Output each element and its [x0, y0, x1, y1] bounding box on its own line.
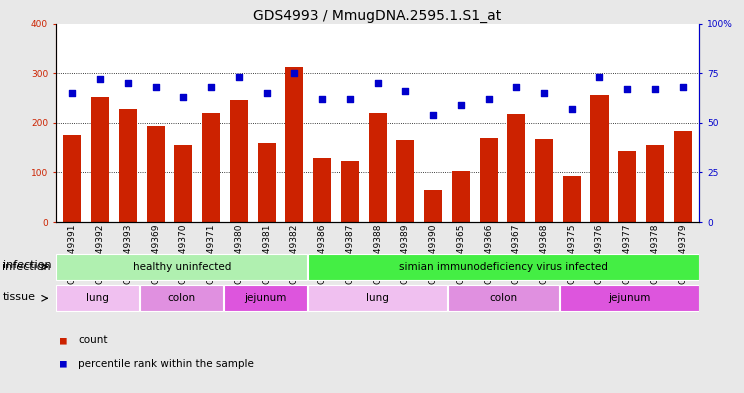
Bar — [286, 67, 304, 222]
Text: ■: ■ — [60, 358, 66, 369]
Point — [344, 96, 356, 102]
Bar — [674, 131, 692, 222]
Text: colon: colon — [167, 293, 196, 303]
Bar — [257, 143, 275, 222]
Bar — [368, 113, 387, 222]
Bar — [452, 171, 469, 222]
Point — [483, 96, 495, 102]
Bar — [341, 160, 359, 222]
Text: infection: infection — [3, 261, 51, 270]
Point — [538, 90, 550, 96]
Text: lung: lung — [366, 293, 389, 303]
Point — [233, 74, 245, 80]
Text: count: count — [78, 335, 108, 345]
Text: percentile rank within the sample: percentile rank within the sample — [78, 358, 254, 369]
Bar — [646, 145, 664, 222]
Point — [372, 80, 384, 86]
Bar — [507, 114, 525, 222]
Point — [427, 112, 439, 118]
Bar — [119, 109, 137, 222]
Bar — [535, 139, 553, 222]
Bar — [147, 126, 164, 222]
Point — [289, 70, 301, 76]
Bar — [313, 158, 331, 222]
Bar — [57, 285, 139, 311]
Title: GDS4993 / MmugDNA.2595.1.S1_at: GDS4993 / MmugDNA.2595.1.S1_at — [254, 9, 501, 22]
Point — [621, 86, 633, 92]
Bar — [397, 140, 414, 222]
Bar — [591, 95, 609, 222]
Text: infection: infection — [2, 262, 54, 272]
Text: lung: lung — [86, 293, 109, 303]
Text: healthy uninfected: healthy uninfected — [132, 262, 231, 272]
Point — [400, 88, 411, 94]
Text: jejunum: jejunum — [609, 293, 650, 303]
Bar — [560, 285, 699, 311]
Point — [122, 80, 134, 86]
Point — [205, 84, 217, 90]
Text: simian immunodeficiency virus infected: simian immunodeficiency virus infected — [399, 262, 608, 272]
Text: ■: ■ — [60, 335, 66, 345]
Bar — [63, 135, 81, 222]
Point — [649, 86, 661, 92]
Bar — [92, 97, 109, 222]
Point — [260, 90, 272, 96]
Point — [66, 90, 78, 96]
Point — [455, 102, 466, 108]
Point — [510, 84, 522, 90]
Point — [677, 84, 689, 90]
Bar — [480, 138, 498, 222]
Text: tissue: tissue — [3, 292, 36, 302]
Text: colon: colon — [490, 293, 518, 303]
Point — [565, 106, 577, 112]
Bar — [141, 285, 223, 311]
Bar — [424, 190, 442, 222]
Point — [316, 96, 328, 102]
Text: jejunum: jejunum — [245, 293, 287, 303]
Point — [94, 76, 106, 82]
Bar — [448, 285, 559, 311]
Bar — [57, 254, 307, 280]
Point — [150, 84, 161, 90]
Point — [178, 94, 190, 100]
Bar — [562, 176, 581, 222]
Bar — [224, 285, 307, 311]
Bar — [202, 113, 220, 222]
Bar — [308, 254, 699, 280]
Point — [594, 74, 606, 80]
Bar — [230, 101, 248, 222]
Bar — [618, 151, 636, 222]
Bar — [174, 145, 193, 222]
Bar — [308, 285, 447, 311]
